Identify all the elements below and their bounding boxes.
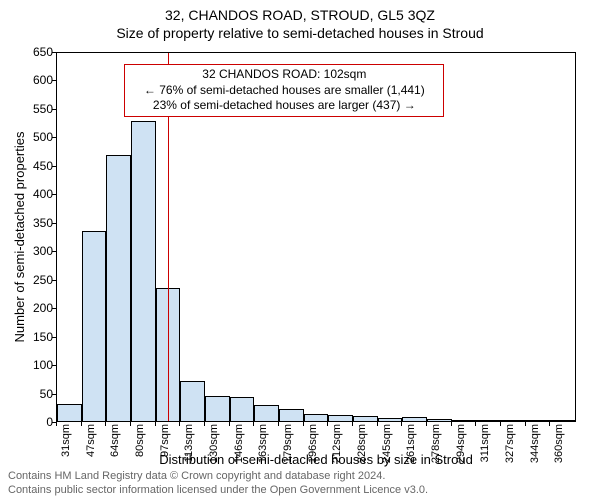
histogram-bar [402, 417, 427, 421]
x-tick-mark [525, 422, 526, 426]
y-tick-label: 450 [13, 159, 53, 173]
histogram-bar [328, 415, 353, 421]
histogram-bar [353, 416, 378, 421]
x-tick-mark [475, 422, 476, 426]
chart-container: 32, CHANDOS ROAD, STROUD, GL5 3QZ Size o… [0, 0, 600, 500]
histogram-bar [82, 231, 107, 421]
y-tick-label: 500 [13, 130, 53, 144]
plot-area: 32 CHANDOS ROAD: 102sqm← 76% of semi-det… [56, 52, 576, 422]
histogram-bar [205, 396, 230, 421]
histogram-bar [427, 419, 452, 421]
annotation-line2: ← 76% of semi-detached houses are smalle… [131, 83, 437, 99]
x-tick-mark [253, 422, 254, 426]
histogram-bar [501, 420, 526, 421]
x-tick-mark [401, 422, 402, 426]
x-tick-mark [278, 422, 279, 426]
histogram-bar [57, 404, 82, 421]
annotation-line1: 32 CHANDOS ROAD: 102sqm [131, 67, 437, 83]
x-tick-mark [179, 422, 180, 426]
histogram-bar [476, 420, 501, 421]
histogram-bar [131, 121, 156, 421]
y-tick-label: 400 [13, 187, 53, 201]
y-tick-label: 100 [13, 358, 53, 372]
x-tick-mark [426, 422, 427, 426]
y-tick-label: 200 [13, 301, 53, 315]
histogram-bar [378, 418, 403, 421]
histogram-bar [180, 381, 205, 421]
title-block: 32, CHANDOS ROAD, STROUD, GL5 3QZ Size o… [0, 0, 600, 42]
title-address: 32, CHANDOS ROAD, STROUD, GL5 3QZ [0, 6, 600, 24]
x-tick-mark [130, 422, 131, 426]
histogram-bar [254, 405, 279, 421]
histogram-bar [452, 420, 477, 421]
x-tick-mark [500, 422, 501, 426]
x-tick-mark [549, 422, 550, 426]
x-tick-mark [229, 422, 230, 426]
x-tick-mark [81, 422, 82, 426]
histogram-bar [279, 409, 304, 421]
histogram-bar [106, 155, 131, 421]
y-tick-label: 50 [13, 387, 53, 401]
histogram-bar [304, 414, 329, 421]
x-tick-mark [352, 422, 353, 426]
y-tick-label: 350 [13, 216, 53, 230]
histogram-bar [550, 420, 575, 421]
x-tick-mark [204, 422, 205, 426]
x-tick-mark [451, 422, 452, 426]
footer-line-1: Contains HM Land Registry data © Crown c… [8, 470, 385, 482]
y-tick-label: 250 [13, 273, 53, 287]
title-subtitle: Size of property relative to semi-detach… [0, 24, 600, 42]
footer-line-2: Contains public sector information licen… [8, 484, 428, 496]
annotation-line3: 23% of semi-detached houses are larger (… [131, 98, 437, 114]
histogram-bar [230, 397, 255, 421]
y-tick-label: 650 [13, 45, 53, 59]
x-tick-mark [303, 422, 304, 426]
y-tick-label: 300 [13, 244, 53, 258]
y-tick-label: 550 [13, 102, 53, 116]
y-tick-label: 0 [13, 415, 53, 429]
x-tick-mark [155, 422, 156, 426]
annotation-box: 32 CHANDOS ROAD: 102sqm← 76% of semi-det… [124, 64, 444, 117]
x-axis-label: Distribution of semi-detached houses by … [56, 452, 576, 467]
x-tick-mark [377, 422, 378, 426]
y-tick-label: 600 [13, 73, 53, 87]
histogram-bar [526, 420, 551, 421]
x-tick-mark [56, 422, 57, 426]
x-tick-mark [327, 422, 328, 426]
x-tick-mark [105, 422, 106, 426]
y-tick-label: 150 [13, 330, 53, 344]
